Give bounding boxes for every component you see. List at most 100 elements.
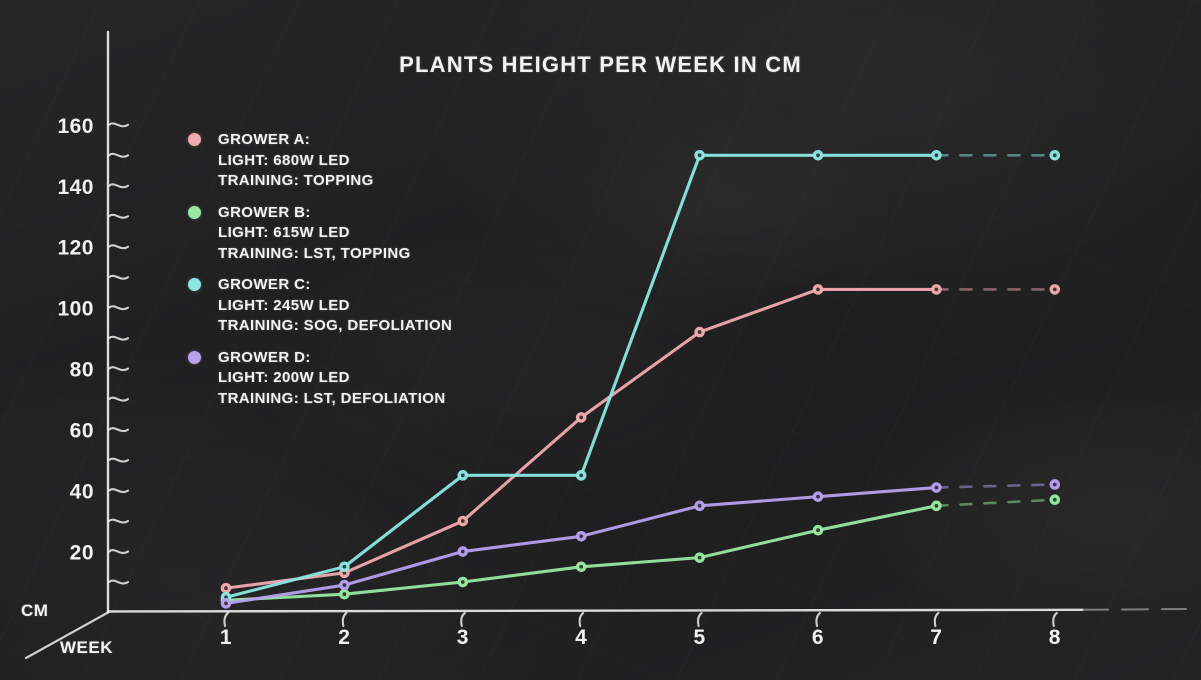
y-tick-label: 100: [57, 298, 94, 321]
x-tick: [1052, 611, 1058, 628]
y-tick-label: 120: [57, 237, 94, 260]
x-tick: [815, 611, 822, 628]
legend-grower-c-light: LIGHT: 245W LED: [218, 296, 350, 314]
y-tick-label: 60: [70, 420, 94, 443]
series-point-center-grower-c: [342, 564, 347, 569]
y-tick: [107, 183, 130, 189]
x-axis-unit-label: WEEK: [60, 638, 113, 657]
legend-dot-grower-b: [188, 205, 201, 219]
series-point-center-grower-c: [697, 153, 702, 158]
series-point-center-grower-c: [579, 473, 584, 478]
y-tick: [107, 152, 130, 158]
series-point-center-grower-d: [342, 583, 347, 587]
legend: GROWER A: LIGHT: 680W LED TRAINING: TOPP…: [188, 130, 452, 420]
y-tick: [107, 305, 130, 311]
series-point-center-grower-d: [934, 485, 939, 490]
y-tick: [107, 366, 130, 372]
x-tick: [578, 611, 585, 628]
series-point-center-grower-c: [1052, 153, 1057, 158]
y-tick: [107, 122, 130, 128]
legend-grower-c-training: TRAINING: SOG, DEFOLIATION: [218, 317, 453, 334]
series-point-center-grower-a: [697, 330, 702, 334]
series-point-center-grower-b: [342, 592, 347, 597]
x-tick-label: 7: [930, 626, 942, 649]
legend-grower-d-name: GROWER D:: [218, 348, 311, 366]
series-point-center-grower-a: [579, 415, 584, 420]
x-tick: [460, 611, 466, 628]
x-tick: [223, 611, 230, 628]
y-tick: [107, 274, 130, 280]
y-tick-label: 40: [70, 481, 94, 504]
legend-grower-d-light: LIGHT: 200W LED: [218, 369, 350, 386]
series-point-center-grower-b: [579, 564, 584, 569]
series-point-center-grower-a: [1052, 287, 1057, 292]
x-tick-label: 1: [220, 626, 232, 649]
y-axis-unit-label: CM: [21, 601, 49, 620]
series-point-center-grower-c: [934, 153, 939, 158]
series-line-fade-grower-d: [935, 483, 1057, 489]
series-point-center-grower-b: [460, 580, 465, 584]
x-axis-line: [106, 608, 1084, 613]
series-point-center-grower-a: [934, 287, 939, 292]
x-tick-label: 2: [338, 626, 350, 649]
series-point-center-grower-b: [934, 503, 939, 508]
x-tick: [341, 611, 348, 628]
legend-grower-a-training: TRAINING: TOPPING: [218, 172, 374, 189]
y-tick: [107, 457, 130, 463]
y-tick-label: 20: [70, 542, 94, 565]
y-tick-label: 140: [57, 176, 94, 199]
series-point-center-grower-c: [460, 473, 465, 478]
series-point-center-grower-d: [697, 503, 702, 508]
series-point-center-grower-d: [579, 534, 584, 539]
x-tick: [933, 611, 940, 628]
x-tick: [696, 611, 703, 628]
legend-item-grower-a: GROWER A: LIGHT: 680W LED TRAINING: TOPP…: [188, 130, 452, 192]
series-point-center-grower-b: [1052, 497, 1057, 502]
y-tick: [107, 579, 130, 585]
legend-grower-b-training: TRAINING: LST, TOPPING: [218, 244, 411, 262]
y-tick-label: 80: [70, 359, 94, 382]
series-point-center-grower-b: [697, 555, 702, 560]
legend-grower-b-light: LIGHT: 615W LED: [218, 224, 350, 241]
legend-grower-a-name: GROWER A:: [218, 131, 311, 148]
y-tick: [107, 396, 130, 402]
series-point-center-grower-a: [816, 287, 820, 292]
legend-grower-c-name: GROWER C:: [218, 276, 311, 293]
x-tick-label: 3: [457, 626, 469, 649]
y-tick: [107, 518, 130, 524]
series-line-grower-d: [224, 485, 938, 605]
legend-item-grower-d: GROWER D: LIGHT: 200W LED TRAINING: LST,…: [188, 348, 452, 410]
series-point-center-grower-d: [1052, 482, 1057, 487]
series-point-center-grower-c: [816, 153, 820, 158]
series-point-center-grower-a: [460, 519, 465, 523]
series-point-center-grower-d: [224, 601, 228, 606]
y-tick: [107, 488, 130, 494]
x-tick-label: 5: [694, 626, 706, 649]
x-axis-line-fade: [1081, 608, 1187, 611]
x-tick-label: 8: [1049, 626, 1061, 649]
y-tick: [107, 244, 130, 250]
y-tick: [107, 549, 130, 554]
axis-corner-diagonal: [24, 611, 110, 660]
series-point-center-grower-d: [460, 549, 465, 554]
x-tick-label: 4: [575, 626, 587, 649]
series-line-fade-grower-b: [935, 498, 1057, 508]
series-point-center-grower-b: [816, 528, 820, 533]
legend-dot-grower-d: [188, 350, 201, 364]
legend-item-grower-b: GROWER B: LIGHT: 615W LED TRAINING: LST,…: [188, 203, 452, 265]
y-tick: [107, 335, 130, 341]
legend-item-grower-c: GROWER C: LIGHT: 245W LED TRAINING: SOG,…: [188, 275, 452, 337]
series-point-center-grower-a: [224, 586, 228, 591]
series-point-center-grower-d: [816, 494, 820, 499]
x-tick-label: 6: [812, 626, 824, 649]
y-tick: [107, 213, 130, 219]
legend-grower-a-light: LIGHT: 680W LED: [218, 151, 350, 169]
legend-dot-grower-a: [188, 133, 201, 146]
legend-grower-b-name: GROWER B:: [218, 203, 311, 221]
y-tick: [107, 427, 130, 433]
legend-grower-d-training: TRAINING: LST, DEFOLIATION: [218, 389, 446, 407]
y-tick-label: 160: [57, 115, 94, 138]
legend-dot-grower-c: [188, 278, 201, 291]
